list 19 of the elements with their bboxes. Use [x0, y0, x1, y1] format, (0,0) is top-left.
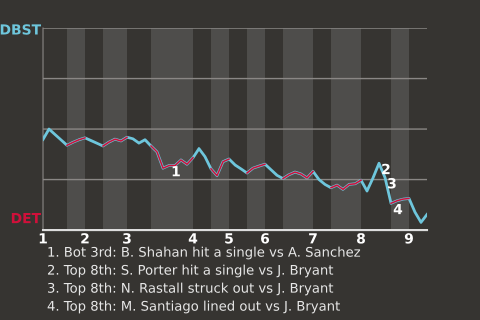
text: 2. Top 8th: S. Porter hit a single vs J. Bryant [48, 264, 334, 278]
text: 1. Bot 3rd: B. Shahan hit a single vs A. Sanchez [48, 246, 360, 260]
text: DBST [0, 24, 42, 35]
x-tick-label: 1 [40, 233, 47, 244]
x-tick-label: 5 [225, 233, 233, 244]
x-tick-label: 2 [81, 233, 89, 244]
x-tick-label: 4 [188, 233, 198, 244]
annotation: 1 [172, 166, 180, 176]
x-tick-label: 3 [123, 233, 131, 244]
annotation: 2 [382, 164, 390, 174]
text: 3. Top 8th: N. Rastall struck out vs J. Bryant [48, 282, 334, 296]
annotation: 3 [388, 178, 396, 189]
x-tick-label: 8 [357, 233, 365, 244]
x-tick-label: 6 [261, 233, 270, 244]
x-tick-label: 7 [309, 233, 317, 244]
annotation: 4 [394, 204, 402, 214]
x-tick-label: 9 [404, 233, 413, 244]
text: DET [12, 213, 42, 224]
text: 4. Top 8th: M. Santiago lined out vs J. Bryant [48, 300, 340, 314]
